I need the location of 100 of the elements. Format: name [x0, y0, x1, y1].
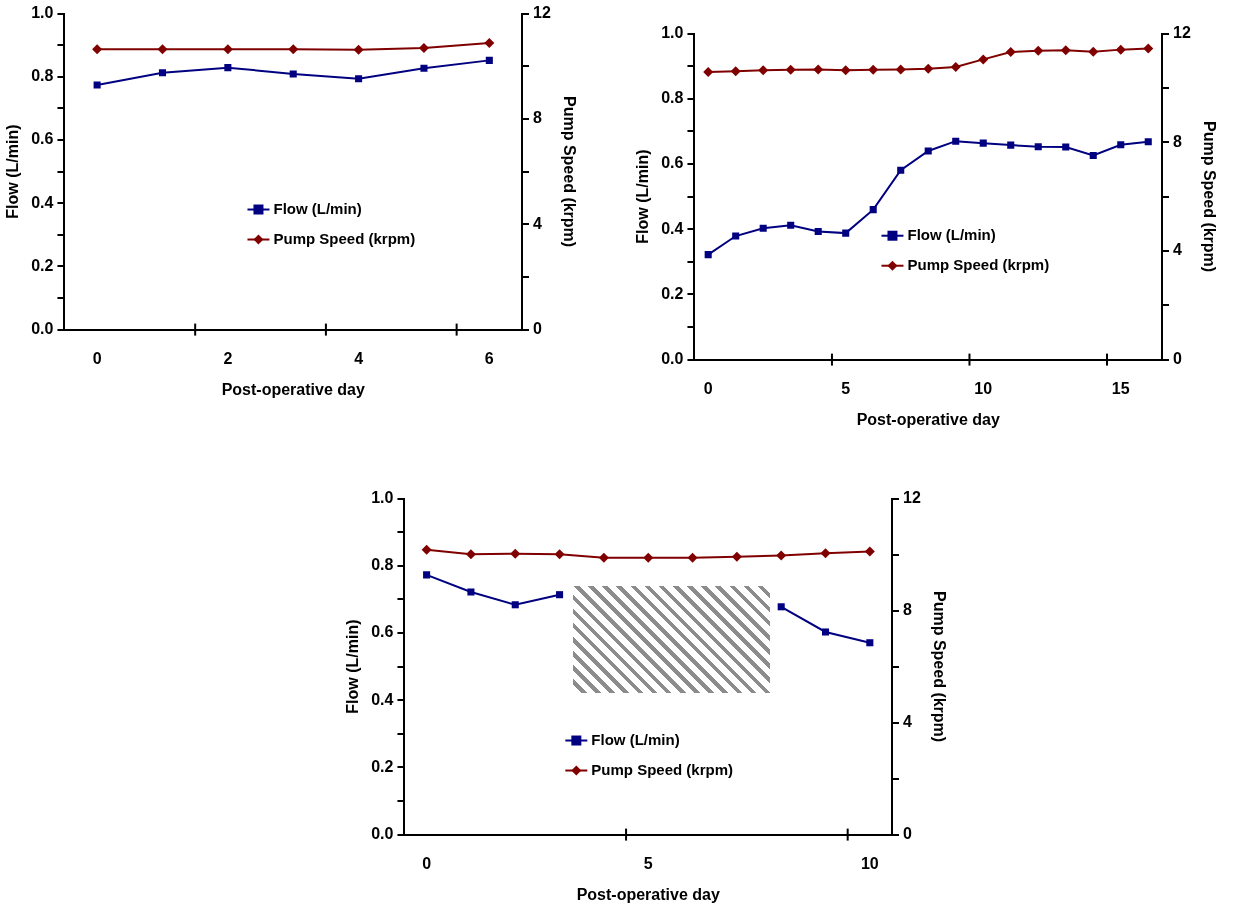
- point: [1007, 141, 1015, 149]
- y-tick-label: 0.2: [371, 757, 394, 775]
- x-tick-label: 0: [422, 854, 432, 872]
- point: [704, 251, 712, 259]
- point: [731, 551, 742, 562]
- point: [1144, 138, 1152, 146]
- y-tick-label: 0.8: [371, 556, 394, 574]
- y2-axis-title: Pump Speed (krpm): [560, 96, 578, 248]
- point: [777, 603, 785, 611]
- point: [1060, 45, 1071, 56]
- y-tick-label: 0.6: [31, 130, 54, 148]
- point: [821, 628, 830, 636]
- y-axis-title: Flow (L/min): [4, 124, 22, 219]
- x-tick-label: 5: [643, 854, 653, 872]
- point: [820, 548, 831, 559]
- y-tick-label: 0.0: [661, 350, 684, 368]
- point: [703, 66, 714, 77]
- point: [814, 227, 822, 236]
- point: [813, 64, 824, 75]
- legend-label: Pump Speed (krpm): [907, 255, 1050, 273]
- point: [869, 206, 877, 214]
- point: [421, 544, 432, 555]
- y2-tick-label: 4: [1173, 241, 1182, 259]
- y-tick-label: 1.0: [31, 4, 54, 22]
- y2-tick-label: 0: [533, 320, 542, 338]
- legend-label: Flow (L/min): [273, 199, 362, 217]
- point: [950, 62, 961, 73]
- legend-label: Pump Speed (krpm): [273, 229, 416, 247]
- point: [643, 552, 654, 563]
- legend-label: Flow (L/min): [907, 225, 996, 243]
- point: [923, 63, 934, 74]
- point: [979, 139, 987, 147]
- y-tick-label: 0.2: [661, 284, 684, 302]
- y-tick-label: 0.0: [371, 825, 394, 843]
- point: [554, 549, 565, 560]
- point: [467, 588, 475, 596]
- point: [759, 224, 767, 232]
- point: [785, 64, 796, 75]
- point: [1034, 143, 1042, 151]
- y2-tick-label: 8: [1173, 132, 1182, 150]
- point: [1089, 151, 1097, 160]
- x-axis-title: Post-operative day: [856, 410, 1000, 428]
- point: [866, 639, 874, 647]
- y-tick-label: 1.0: [661, 24, 684, 42]
- y-tick-label: 0.6: [371, 623, 394, 641]
- y-tick-label: 0.2: [31, 256, 54, 274]
- y-tick-label: 0.8: [661, 89, 684, 107]
- point: [776, 550, 787, 561]
- point: [1062, 143, 1070, 151]
- y-tick-label: 1.0: [371, 489, 394, 507]
- y-tick-label: 0.4: [31, 193, 54, 211]
- point: [730, 66, 741, 77]
- x-tick-label: 0: [703, 379, 713, 397]
- point: [423, 571, 431, 579]
- point: [732, 232, 740, 240]
- x-tick-label: 5: [841, 379, 851, 397]
- point: [687, 552, 698, 563]
- y-tick-label: 0.4: [661, 219, 684, 237]
- x-axis-title: Post-operative day: [221, 380, 365, 398]
- y2-tick-label: 12: [903, 489, 921, 507]
- point: [758, 65, 769, 76]
- point: [465, 549, 476, 560]
- legend-label: Flow (L/min): [591, 730, 680, 748]
- y-tick-label: 0.0: [31, 320, 54, 338]
- y-axis-title: Flow (L/min): [634, 149, 652, 244]
- y2-tick-label: 12: [1173, 24, 1191, 42]
- y-axis-title: Flow (L/min): [344, 619, 362, 714]
- point: [510, 548, 521, 559]
- x-tick-label: 15: [1111, 379, 1130, 397]
- point: [868, 64, 879, 75]
- point: [1033, 45, 1044, 56]
- point: [864, 546, 875, 557]
- y-tick-label: 0.4: [371, 690, 394, 708]
- point: [840, 65, 851, 76]
- x-axis-title: Post-operative day: [576, 885, 720, 903]
- y2-tick-label: 4: [533, 214, 542, 232]
- y2-tick-label: 12: [533, 4, 551, 22]
- y2-axis-title: Pump Speed (krpm): [930, 591, 948, 743]
- point: [895, 64, 906, 75]
- y2-tick-label: 0: [903, 825, 912, 843]
- point: [842, 229, 850, 237]
- point: [1005, 47, 1016, 58]
- point: [1143, 43, 1154, 54]
- legend-label: Pump Speed (krpm): [591, 760, 734, 778]
- point: [787, 221, 795, 229]
- x-tick-label: 10: [974, 379, 993, 397]
- point: [1115, 44, 1126, 55]
- point: [897, 166, 905, 174]
- point: [978, 54, 989, 65]
- x-tick-label: 0: [92, 349, 102, 367]
- y2-axis-title: Pump Speed (krpm): [1200, 121, 1218, 273]
- y2-tick-label: 8: [533, 109, 542, 127]
- x-tick-label: 10: [860, 854, 879, 872]
- point: [511, 601, 519, 609]
- x-tick-label: 4: [354, 349, 364, 367]
- y-tick-label: 0.8: [31, 67, 54, 85]
- y2-tick-label: 8: [903, 601, 912, 619]
- point: [924, 147, 932, 155]
- point: [1088, 46, 1099, 57]
- point: [952, 137, 960, 145]
